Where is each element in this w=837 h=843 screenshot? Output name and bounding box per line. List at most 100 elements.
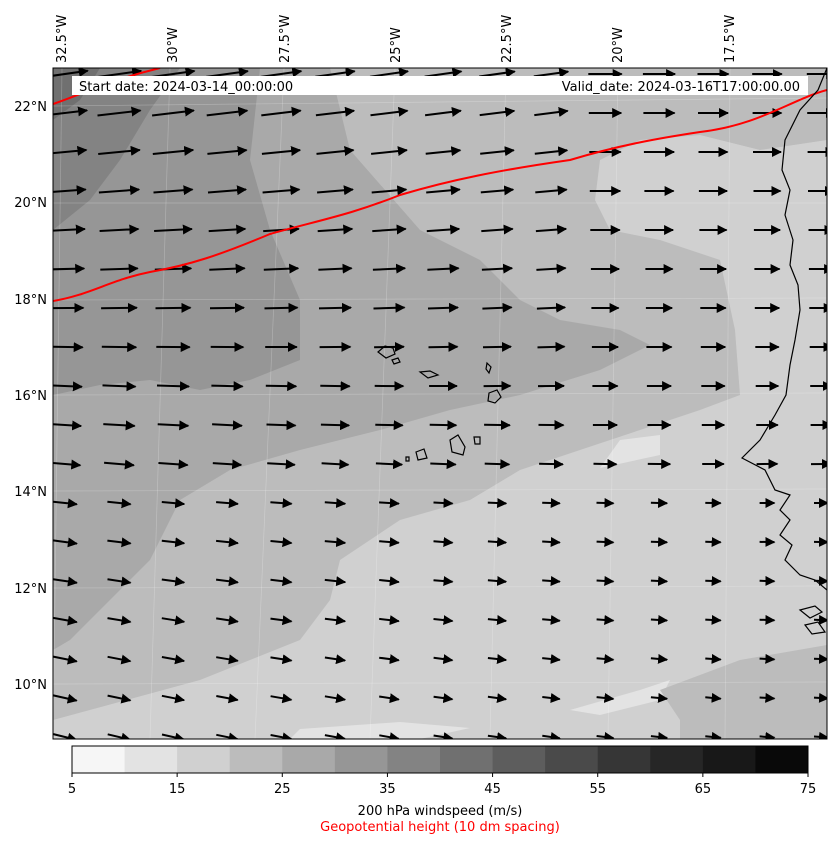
wind-arrow bbox=[479, 68, 516, 78]
wind-arrow bbox=[596, 614, 615, 625]
colorbar-tick-label: 25 bbox=[274, 782, 291, 797]
wind-arrow bbox=[207, 185, 247, 196]
wind-arrow bbox=[370, 146, 408, 157]
wind-arrow bbox=[487, 576, 508, 586]
wind-arrow bbox=[533, 68, 570, 78]
wind-arrow bbox=[596, 653, 615, 664]
wind-arrow bbox=[705, 614, 722, 625]
colorbar-tick-label: 5 bbox=[68, 782, 76, 797]
wind-arrow bbox=[324, 654, 347, 665]
colorbar-swatch bbox=[440, 746, 494, 773]
wind-arrow bbox=[211, 381, 244, 392]
wind-arrow bbox=[650, 614, 669, 625]
colorbar-swatch bbox=[72, 746, 126, 773]
wind-arrow bbox=[759, 692, 776, 703]
wind-arrow bbox=[161, 615, 186, 626]
wind-arrow bbox=[370, 106, 409, 117]
wind-arrow bbox=[813, 653, 827, 664]
wind-arrow bbox=[481, 224, 514, 235]
wind-arrow bbox=[535, 185, 568, 196]
wind-arrow bbox=[484, 459, 511, 470]
wind-arrow bbox=[98, 145, 141, 156]
wind-arrow bbox=[212, 459, 243, 470]
wind-arrow bbox=[320, 420, 351, 431]
wind-arrow bbox=[324, 732, 347, 739]
wind-arrow bbox=[379, 732, 400, 739]
colorbar-swatch bbox=[545, 746, 599, 773]
wind-arrow bbox=[373, 302, 406, 313]
colorbar-swatch bbox=[597, 746, 651, 773]
wind-arrow bbox=[759, 731, 776, 739]
wind-arrow bbox=[318, 263, 353, 274]
wind-arrow bbox=[542, 575, 561, 586]
wind-arrow bbox=[537, 341, 566, 352]
wind-arrow bbox=[425, 146, 462, 157]
colorbar-tick-label: 65 bbox=[695, 782, 712, 797]
map-frame bbox=[52, 67, 828, 740]
wind-arrow bbox=[98, 185, 141, 196]
colorbar-tick-label: 35 bbox=[379, 782, 396, 797]
wind-arrow bbox=[216, 732, 239, 739]
colorbar-swatch bbox=[492, 746, 546, 773]
wind-arrow bbox=[158, 459, 189, 470]
colorbar-frame bbox=[71, 745, 809, 774]
colorbar-swatch bbox=[650, 746, 704, 773]
wind-arrow bbox=[371, 185, 408, 196]
wind-arrow bbox=[215, 537, 239, 548]
wind-arrow bbox=[316, 146, 355, 156]
wind-arrow bbox=[487, 654, 508, 664]
colorbar-label: 200 hPa windspeed (m/s) bbox=[358, 804, 523, 819]
wind-arrow bbox=[482, 302, 513, 313]
wind-arrow bbox=[433, 732, 454, 739]
lat-label-22n: 22°N bbox=[14, 100, 47, 115]
colorbar-tick-label: 75 bbox=[800, 782, 817, 797]
colorbar-swatch bbox=[334, 746, 388, 773]
wind-arrow bbox=[215, 576, 239, 587]
wind-arrow bbox=[705, 731, 722, 739]
wind-arrow bbox=[650, 653, 669, 664]
lon-label-30w: 30°W bbox=[166, 27, 181, 63]
wind-arrow bbox=[536, 263, 567, 274]
wind-arrow bbox=[317, 224, 354, 235]
wind-arrow bbox=[759, 653, 776, 664]
wind-arrow bbox=[596, 692, 615, 703]
wind-arrow bbox=[433, 693, 454, 704]
wind-arrow bbox=[705, 692, 722, 703]
wind-arrow bbox=[107, 615, 132, 626]
wind-arrow bbox=[536, 302, 567, 313]
wind-arrow bbox=[270, 615, 293, 626]
wind-arrow bbox=[161, 654, 186, 665]
wind-arrow bbox=[321, 459, 350, 470]
wind-arrow bbox=[534, 107, 569, 117]
wind-arrow bbox=[270, 537, 293, 548]
wind-arrow bbox=[427, 263, 460, 274]
wind-arrow bbox=[53, 420, 83, 431]
wind-arrow bbox=[372, 263, 407, 274]
wind-arrow bbox=[324, 576, 347, 587]
wind-arrow bbox=[705, 653, 722, 664]
wind-arrow bbox=[427, 302, 459, 313]
wind-arrow bbox=[53, 615, 78, 626]
wind-arrow bbox=[205, 68, 249, 78]
wind-arrow bbox=[433, 498, 454, 509]
wind-arrow bbox=[542, 615, 561, 625]
wind-arrow bbox=[266, 420, 297, 431]
wind-vectors bbox=[53, 68, 827, 739]
wind-arrow bbox=[53, 654, 78, 665]
colorbar-swatch bbox=[702, 746, 756, 773]
wind-arrow bbox=[375, 459, 404, 470]
wind-arrow bbox=[650, 536, 669, 547]
wind-arrow bbox=[209, 263, 246, 274]
wind-arrow bbox=[317, 185, 354, 196]
wind-arrow bbox=[379, 576, 400, 587]
longitude-labels: 32.5°W 30°W 27.5°W 25°W 22.5°W 20°W 17.5… bbox=[55, 15, 738, 63]
wind-arrow bbox=[596, 731, 615, 739]
wind-arrow bbox=[324, 615, 347, 626]
wind-arrow bbox=[433, 537, 454, 548]
lat-label-20n: 20°N bbox=[14, 196, 47, 211]
wind-arrow bbox=[375, 420, 404, 431]
wind-arrow bbox=[372, 224, 407, 235]
geopotential-height-contour bbox=[53, 89, 827, 302]
wind-arrow bbox=[265, 381, 298, 392]
